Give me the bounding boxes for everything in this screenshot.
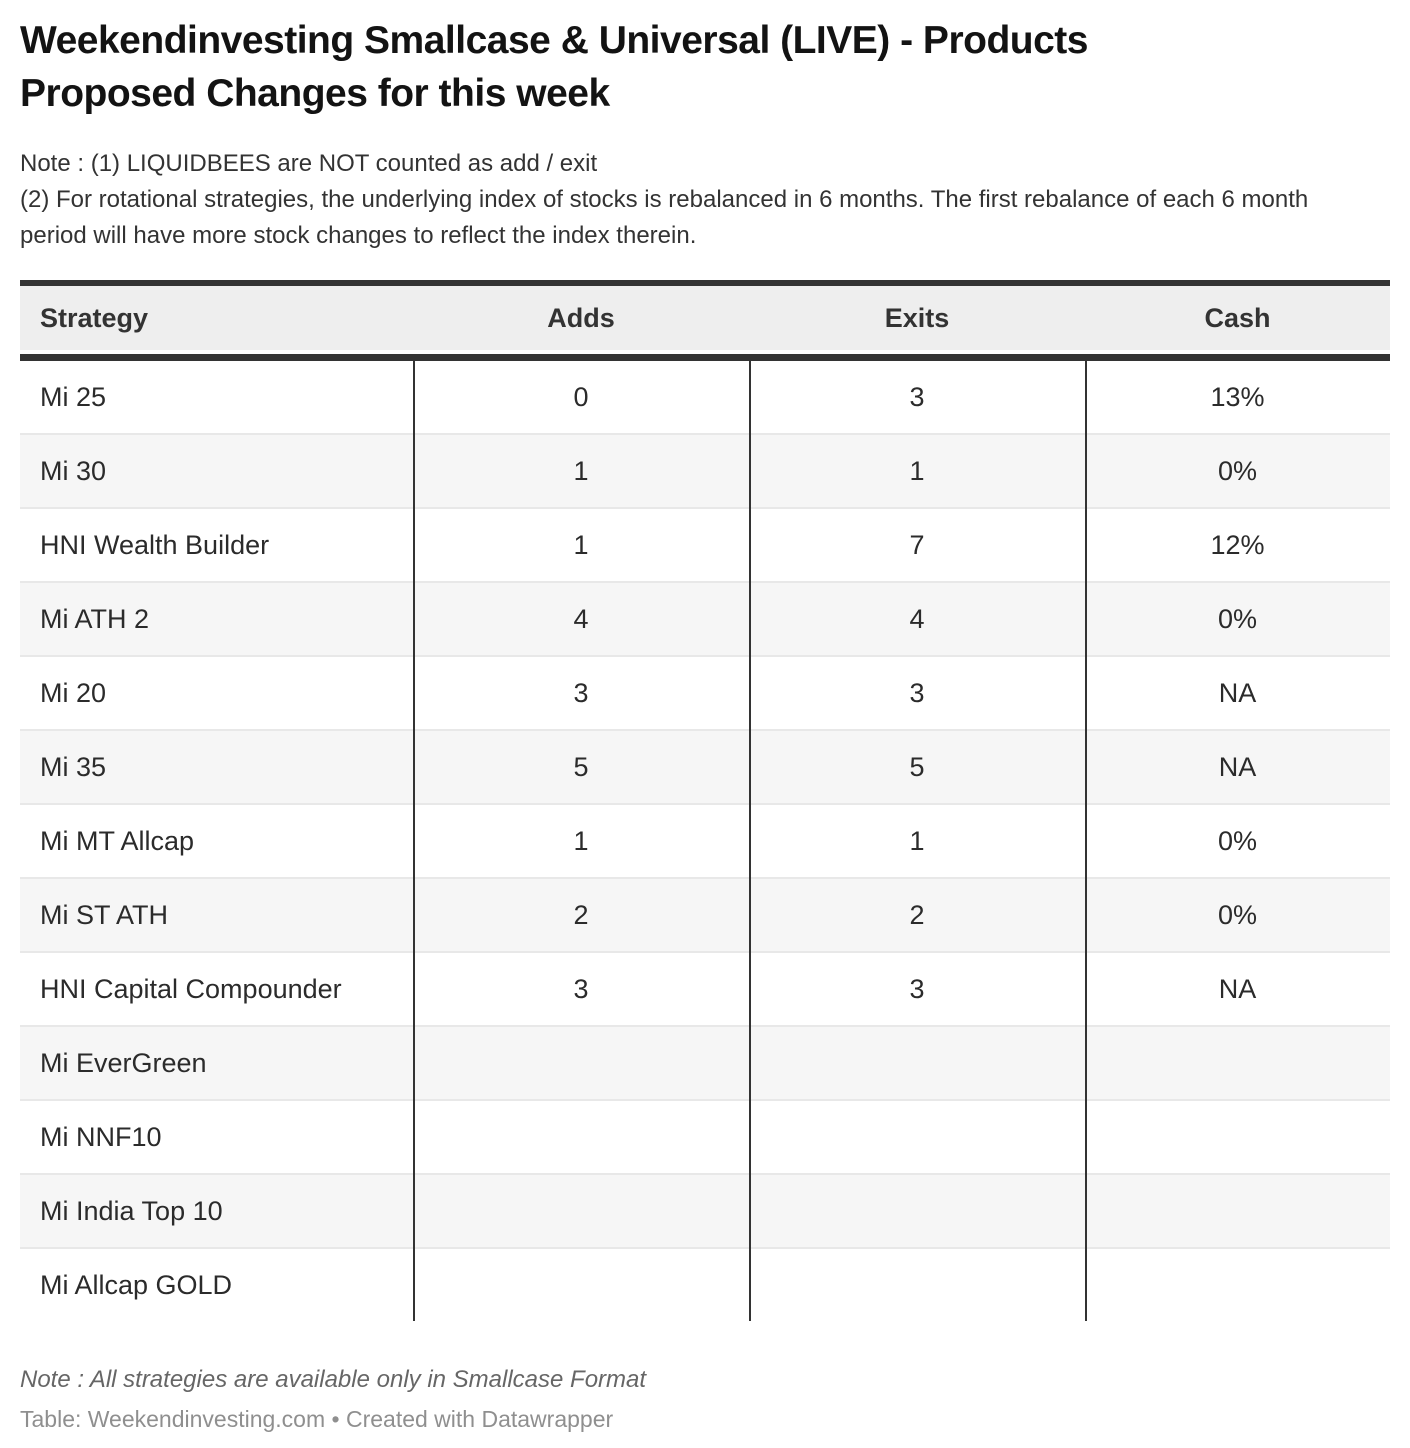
table-row: HNI Wealth Builder 1 7 12% xyxy=(20,509,1390,583)
cell-exits: 7 xyxy=(909,529,925,560)
cell-adds: 3 xyxy=(573,973,589,1004)
table-row: Mi NNF10 xyxy=(20,1101,1390,1175)
cell-strategy: Mi MT Allcap xyxy=(40,825,195,856)
cell-exits: 2 xyxy=(909,899,925,930)
header-divider-bar xyxy=(20,354,1390,361)
column-divider-exits-cash xyxy=(1085,361,1087,1321)
column-header-adds: Adds xyxy=(547,302,615,333)
note-line-1: Note : (1) LIQUIDBEES are NOT counted as… xyxy=(20,150,598,177)
cell-strategy: Mi India Top 10 xyxy=(40,1195,223,1226)
table-header-row: Strategy Adds Exits Cash xyxy=(20,280,1390,350)
note-line-2: (2) For rotational strategies, the under… xyxy=(20,186,1309,249)
cell-adds: 1 xyxy=(573,455,589,486)
cell-exits: 1 xyxy=(909,825,925,856)
cell-exits: 3 xyxy=(909,973,925,1004)
cell-exits: 3 xyxy=(909,677,925,708)
cell-strategy: Mi NNF10 xyxy=(40,1121,162,1152)
column-header-exits: Exits xyxy=(884,302,950,333)
cell-strategy: Mi 25 xyxy=(40,381,107,412)
table-row: Mi ST ATH 2 2 0% xyxy=(20,879,1390,953)
cell-strategy: Mi ST ATH xyxy=(40,899,169,930)
table-row: Mi EverGreen xyxy=(20,1027,1390,1101)
table-row: Mi MT Allcap 1 1 0% xyxy=(20,805,1390,879)
cell-adds: 1 xyxy=(573,825,589,856)
cell-cash: 0% xyxy=(1217,603,1258,634)
cell-strategy: HNI Capital Compounder xyxy=(40,973,342,1004)
cell-cash: 0% xyxy=(1217,455,1258,486)
cell-adds: 5 xyxy=(573,751,589,782)
page-title: Weekendinvesting Smallcase & Universal (… xyxy=(20,19,1088,115)
table-row: Mi Allcap GOLD xyxy=(20,1249,1390,1321)
cell-exits: 5 xyxy=(909,751,925,782)
cell-adds: 2 xyxy=(573,899,589,930)
cell-cash: 13% xyxy=(1210,381,1265,412)
column-header-cash: Cash xyxy=(1204,302,1271,333)
cell-strategy: Mi 20 xyxy=(40,677,107,708)
table-row: Mi 25 0 3 13% xyxy=(20,361,1390,435)
cell-cash: NA xyxy=(1218,751,1257,782)
column-header-strategy: Strategy xyxy=(40,302,149,333)
table-row: Mi ATH 2 4 4 0% xyxy=(20,583,1390,657)
cell-strategy: Mi Allcap GOLD xyxy=(40,1269,233,1300)
cell-strategy: Mi 30 xyxy=(40,455,107,486)
cell-adds: 1 xyxy=(573,529,589,560)
header-gap xyxy=(20,350,1390,354)
cell-exits: 4 xyxy=(909,603,925,634)
table-row: HNI Capital Compounder 3 3 NA xyxy=(20,953,1390,1027)
column-divider-strategy-adds xyxy=(413,361,415,1321)
cell-strategy: HNI Wealth Builder xyxy=(40,529,270,560)
cell-cash: NA xyxy=(1218,973,1257,1004)
table-body: Mi 25 0 3 13% Mi 30 1 1 0% HNI Wealth Builder 1 7 1… xyxy=(20,361,1390,1321)
table-row: Mi 30 1 1 0% xyxy=(20,435,1390,509)
credit-line: Table: Weekendinvesting.com • Created wi… xyxy=(20,1406,614,1432)
cell-adds: 3 xyxy=(573,677,589,708)
cell-strategy: Mi 35 xyxy=(40,751,107,782)
table-row: Mi 35 5 5 NA xyxy=(20,731,1390,805)
cell-exits: 1 xyxy=(909,455,925,486)
table-row: Mi India Top 10 xyxy=(20,1175,1390,1249)
cell-cash: 0% xyxy=(1217,899,1258,930)
strategy-changes-table: Strategy Adds Exits Cash Mi 25 0 3 13% Mi 30… xyxy=(20,280,1390,1321)
header-notes: Note : (1) LIQUIDBEES are NOT counted as… xyxy=(20,146,1356,254)
cell-cash: 0% xyxy=(1217,825,1258,856)
cell-strategy: Mi ATH 2 xyxy=(40,603,150,634)
cell-cash: NA xyxy=(1218,677,1257,708)
cell-strategy: Mi EverGreen xyxy=(40,1047,207,1078)
table-row: Mi 20 3 3 NA xyxy=(20,657,1390,731)
cell-adds: 0 xyxy=(573,381,589,412)
footnote: Note : All strategies are available only… xyxy=(20,1366,647,1393)
column-divider-adds-exits xyxy=(749,361,751,1321)
cell-adds: 4 xyxy=(573,603,589,634)
cell-cash: 12% xyxy=(1210,529,1265,560)
cell-exits: 3 xyxy=(909,381,925,412)
